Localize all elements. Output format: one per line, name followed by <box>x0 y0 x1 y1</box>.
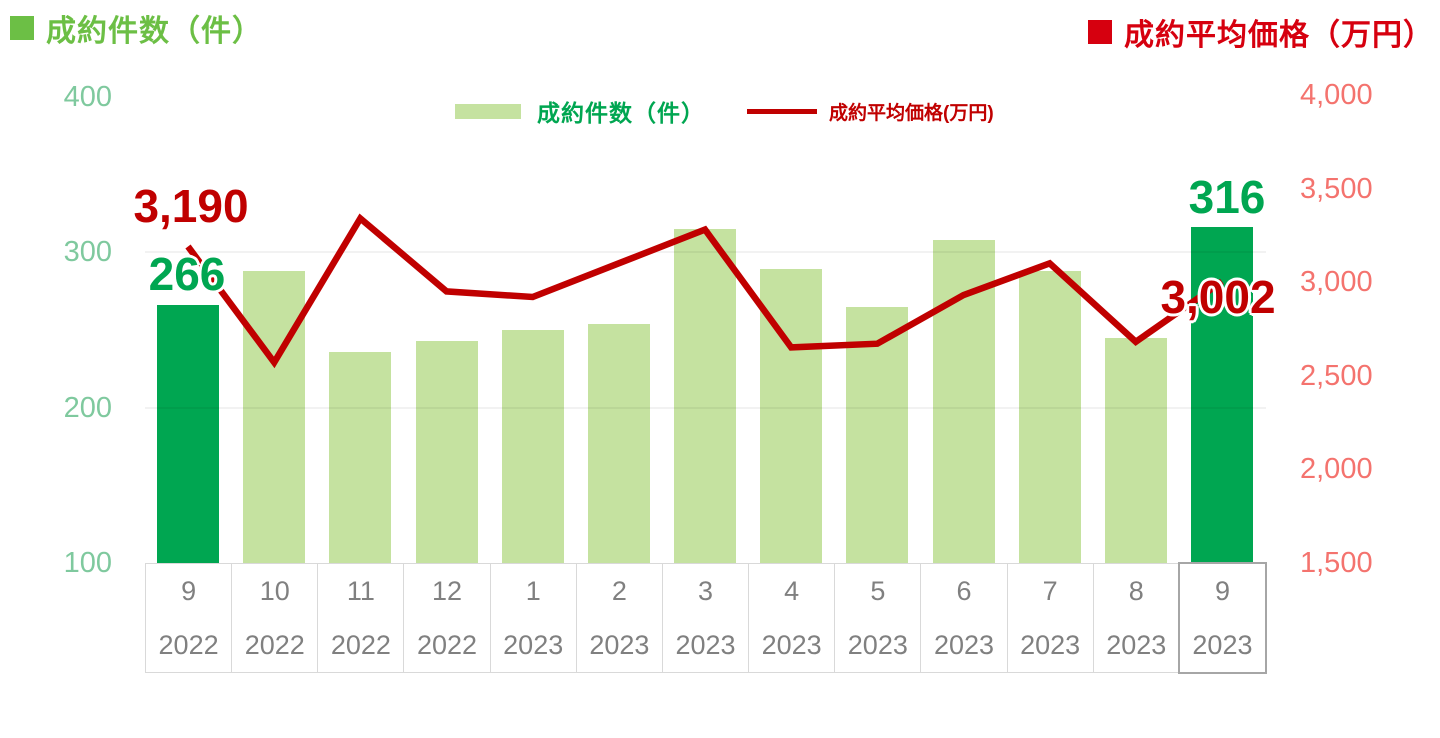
price-axis-title: 成約平均価格（万円） <box>1088 10 1434 54</box>
count-legend-swatch-icon <box>455 103 521 119</box>
left-axis-tick-400: 400 <box>63 81 112 113</box>
category-cell-2-2023: 2 2023 <box>577 564 663 672</box>
category-cell-1-2023: 1 2023 <box>491 564 577 672</box>
bar-2-2023 <box>587 323 650 563</box>
bar-8-2023 <box>1104 337 1167 563</box>
right-axis-tick-1500: 1,500 <box>1300 546 1373 579</box>
category-year: 2023 <box>589 629 650 660</box>
category-cell-9-2023: 9 2023 <box>1180 564 1265 672</box>
category-month: 2 <box>611 575 627 606</box>
category-year: 2022 <box>330 629 391 660</box>
bar-9-2022 <box>157 305 219 563</box>
category-year: 2023 <box>1020 629 1081 660</box>
category-month: 9 <box>1214 575 1230 606</box>
annotation-count-first: 266 <box>148 248 226 300</box>
price-legend-label: 成約平均価格(万円) <box>829 102 994 124</box>
gridline-300 <box>145 251 1266 254</box>
left-axis-tick-300: 300 <box>63 236 112 269</box>
category-cell-8-2023: 8 2023 <box>1094 564 1180 672</box>
bar-11-2022 <box>329 351 392 563</box>
category-cell-7-2023: 7 2023 <box>1008 564 1094 672</box>
category-month: 5 <box>870 575 886 606</box>
category-month: 12 <box>432 575 463 606</box>
bar-10-2022 <box>243 270 306 563</box>
bar-3-2023 <box>674 229 736 563</box>
category-month: 1 <box>525 575 541 606</box>
bar-1-2023 <box>501 330 564 563</box>
bar-7-2023 <box>1018 270 1081 563</box>
category-cell-11-2022: 11 2022 <box>318 564 405 672</box>
category-cell-5-2023: 5 2023 <box>835 564 922 672</box>
left-axis-tick-100: 100 <box>63 547 112 579</box>
category-cell-10-2022: 10 2022 <box>232 564 319 672</box>
gridline-200 <box>145 406 1266 409</box>
right-axis-tick-3500: 3,500 <box>1300 172 1373 205</box>
count-title-label: 成約件数（件） <box>46 15 263 48</box>
count-title-square-icon <box>10 16 34 40</box>
category-month: 7 <box>1042 575 1058 606</box>
right-axis-tick-4000: 4,000 <box>1300 79 1373 111</box>
price-title-square-icon <box>1088 20 1112 44</box>
category-month: 10 <box>259 575 290 606</box>
legend: 成約件数（件） 成約平均価格(万円) <box>455 94 994 128</box>
category-axis: 9 2022 10 2022 11 2022 12 2022 1 2023 2 2023 3 2023 4 2… <box>145 563 1266 673</box>
right-axis-tick-2000: 2,000 <box>1300 453 1373 485</box>
category-cell-12-2022: 12 2022 <box>404 564 491 672</box>
category-year: 2023 <box>1106 629 1167 660</box>
category-year: 2023 <box>675 629 736 660</box>
right-axis-tick-2500: 2,500 <box>1300 359 1373 392</box>
count-legend-label: 成約件数（件） <box>537 100 705 126</box>
category-year: 2022 <box>158 629 219 660</box>
category-cell-6-2023: 6 2023 <box>921 564 1008 672</box>
category-month: 11 <box>346 575 375 606</box>
right-axis-tick-3000: 3,000 <box>1300 266 1373 298</box>
category-month: 3 <box>698 575 714 606</box>
left-axis-tick-200: 200 <box>63 391 112 424</box>
category-cell-4-2023: 4 2023 <box>749 564 836 672</box>
bar-5-2023 <box>846 306 909 563</box>
price-legend-line-icon <box>747 108 817 114</box>
category-year: 2022 <box>417 629 478 660</box>
category-year: 2023 <box>1192 629 1253 660</box>
category-year: 2023 <box>761 629 822 660</box>
category-cell-9-2022: 9 2022 <box>146 564 233 672</box>
price-title-label: 成約平均価格（万円） <box>1124 19 1434 52</box>
category-year: 2023 <box>933 629 995 660</box>
category-month: 9 <box>181 575 197 606</box>
category-year: 2023 <box>847 629 908 660</box>
category-cell-3-2023: 3 2023 <box>663 564 750 672</box>
annotation-price-first: 3,190 <box>133 180 249 232</box>
category-year: 2023 <box>503 629 564 660</box>
count-axis-title: 成約件数（件） <box>10 6 263 50</box>
category-year: 2022 <box>244 629 305 660</box>
category-month: 8 <box>1128 575 1144 606</box>
annotation-count-last: 316 <box>1188 171 1266 223</box>
bar-12-2022 <box>415 340 478 563</box>
category-month: 4 <box>784 575 800 606</box>
annotation-price-last: 3,002 <box>1160 271 1276 323</box>
category-month: 6 <box>956 575 972 606</box>
